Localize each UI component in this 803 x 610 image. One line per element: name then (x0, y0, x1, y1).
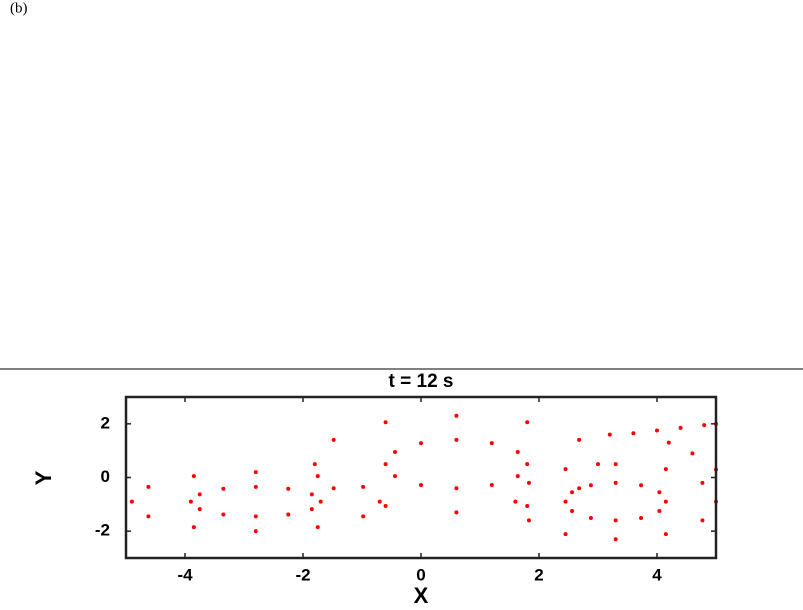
axes-frame (124, 395, 718, 560)
point (383, 420, 388, 425)
point (563, 532, 568, 537)
point (515, 474, 520, 479)
point (525, 420, 530, 425)
x-tick-label: -4 (177, 565, 193, 584)
point (489, 441, 494, 446)
point (526, 480, 531, 485)
point (454, 413, 459, 418)
point (655, 428, 659, 433)
point (383, 503, 388, 508)
point (146, 484, 151, 489)
point (454, 486, 459, 491)
x-tick-label: 2 (534, 565, 543, 584)
point (663, 467, 668, 472)
point (253, 529, 258, 534)
point (393, 450, 398, 455)
point (253, 484, 258, 489)
point (191, 525, 196, 530)
y-tick-label: 0 (101, 467, 110, 486)
point (631, 431, 636, 436)
point (253, 514, 258, 519)
point (188, 499, 193, 504)
point (191, 474, 196, 479)
point (315, 525, 320, 530)
point (309, 492, 314, 497)
point (315, 474, 320, 479)
point (312, 462, 317, 467)
chart-title: t = 12 s (389, 371, 454, 392)
point (563, 467, 568, 472)
point (607, 432, 612, 437)
x-tick-label: -2 (295, 565, 310, 584)
point (286, 486, 291, 491)
y-axis-label: Y (31, 470, 56, 485)
point (454, 510, 459, 515)
point (570, 509, 575, 514)
panel-label: (b) (10, 0, 28, 16)
point (663, 532, 668, 537)
point (525, 462, 530, 467)
point (613, 480, 618, 485)
point (639, 483, 644, 488)
point (221, 486, 226, 491)
point (146, 514, 151, 519)
point (588, 516, 593, 521)
point (419, 483, 423, 488)
point (570, 490, 575, 495)
point (613, 462, 618, 467)
point (361, 514, 366, 519)
point (361, 484, 366, 489)
point (577, 486, 582, 491)
point (613, 518, 618, 523)
point (331, 437, 336, 442)
point (393, 474, 398, 479)
plot-area (129, 413, 718, 542)
point (526, 518, 531, 523)
point (666, 440, 671, 445)
point (197, 507, 202, 512)
point (639, 516, 644, 521)
point (515, 450, 520, 455)
point (678, 425, 683, 430)
point (577, 437, 582, 442)
point (588, 483, 593, 488)
y-tick-label: -2 (95, 521, 110, 540)
point (525, 503, 530, 508)
point (563, 499, 568, 504)
point (657, 490, 662, 495)
y-tick-label: 2 (101, 413, 110, 432)
point (377, 499, 382, 504)
point (596, 462, 600, 467)
point (513, 499, 518, 504)
point (702, 423, 707, 428)
point (700, 480, 705, 485)
point (489, 483, 494, 488)
x-tick-label: 4 (652, 565, 662, 584)
point (331, 486, 336, 491)
point (253, 470, 258, 475)
point (700, 518, 705, 523)
point (657, 509, 662, 514)
point (663, 499, 668, 504)
point (318, 499, 323, 504)
point (454, 437, 459, 442)
point (690, 451, 695, 456)
point (197, 492, 202, 497)
point (419, 441, 423, 446)
point (286, 512, 291, 517)
point (129, 499, 134, 504)
point (383, 462, 388, 467)
x-tick-label: 0 (416, 565, 425, 584)
point (309, 507, 314, 512)
x-axis-label: X (414, 583, 429, 608)
point (613, 537, 618, 542)
point (221, 512, 226, 517)
